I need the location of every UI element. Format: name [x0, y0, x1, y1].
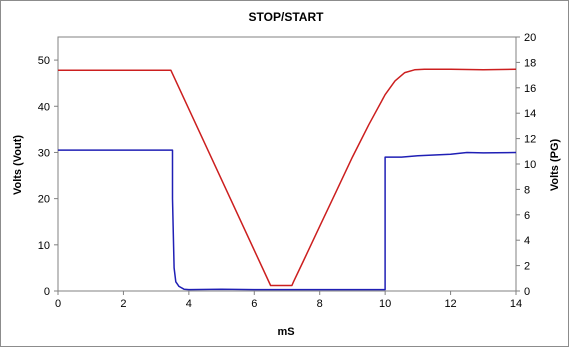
- x-tick-label: 8: [317, 298, 323, 310]
- left-y-tick-label: 0: [44, 286, 50, 298]
- left-y-tick-label: 10: [38, 240, 50, 252]
- left-y-tick-label: 40: [38, 101, 50, 113]
- right-y-tick-label: 6: [524, 210, 530, 222]
- right-y-tick-label: 18: [524, 57, 536, 69]
- left-y-tick-label: 30: [38, 147, 50, 159]
- right-y-tick-label: 0: [524, 286, 530, 298]
- left-axis-title: Volts (Vout): [12, 135, 24, 195]
- chart-title: STOP/START: [249, 10, 325, 24]
- x-tick-label: 0: [55, 298, 61, 310]
- x-tick-label: 2: [120, 298, 126, 310]
- series-line-red: [58, 68, 517, 287]
- right-y-tick-label: 10: [524, 159, 536, 171]
- x-axis-title: mS: [277, 326, 294, 338]
- series-line-blue: [58, 149, 517, 291]
- right-y-tick-label: 14: [524, 108, 536, 120]
- right-y-tick-label: 20: [524, 32, 536, 44]
- right-y-tick-label: 2: [524, 261, 530, 273]
- right-y-tick-label: 4: [524, 235, 530, 247]
- right-y-tick-label: 8: [524, 184, 530, 196]
- x-tick-label: 4: [186, 298, 192, 310]
- x-tick-label: 10: [379, 298, 391, 310]
- right-y-tick-label: 16: [524, 83, 536, 95]
- x-tick-label: 14: [510, 298, 522, 310]
- x-tick-label: 12: [444, 298, 456, 310]
- x-tick-label: 6: [251, 298, 257, 310]
- left-y-tick-label: 20: [38, 194, 50, 206]
- left-y-tick-label: 50: [38, 55, 50, 67]
- plot-border: [57, 36, 517, 292]
- right-y-tick-label: 12: [524, 134, 536, 146]
- right-axis-title: Volts (PG): [549, 138, 561, 191]
